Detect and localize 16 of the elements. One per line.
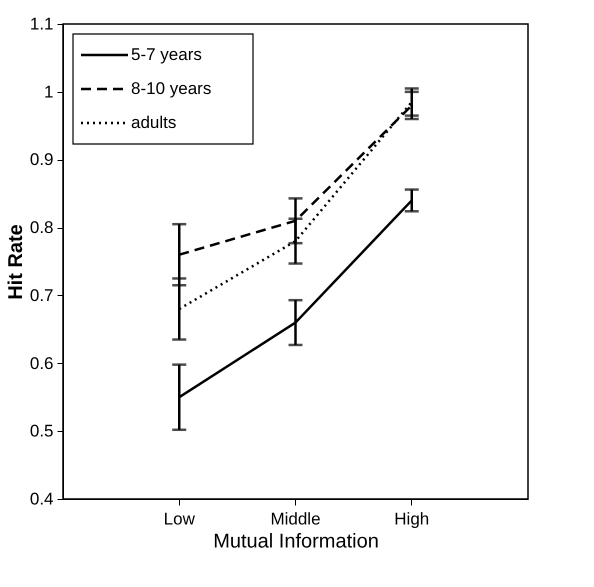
- x-tick-label: Low: [164, 510, 196, 528]
- y-tick-label: 0.8: [30, 218, 54, 238]
- y-tick-label: 0.7: [30, 286, 54, 305]
- legend-label: adults: [131, 113, 176, 132]
- y-tick-label: 1: [44, 82, 54, 102]
- legend-label: 8-10 years: [131, 79, 212, 98]
- y-axis-title: Hit Rate: [4, 224, 27, 300]
- x-tick-label: Middle: [270, 510, 321, 528]
- y-tick-label: 0.5: [30, 422, 54, 441]
- y-tick-label: 0.9: [30, 150, 54, 170]
- y-tick-label: 0.4: [30, 490, 54, 508]
- y-tick-label: 0.6: [30, 354, 54, 373]
- y-tick-label: 1.1: [30, 14, 54, 34]
- x-axis-title: Mutual Information: [213, 530, 379, 552]
- x-tick-label: High: [394, 510, 430, 528]
- legend-label: 5-7 years: [131, 45, 202, 64]
